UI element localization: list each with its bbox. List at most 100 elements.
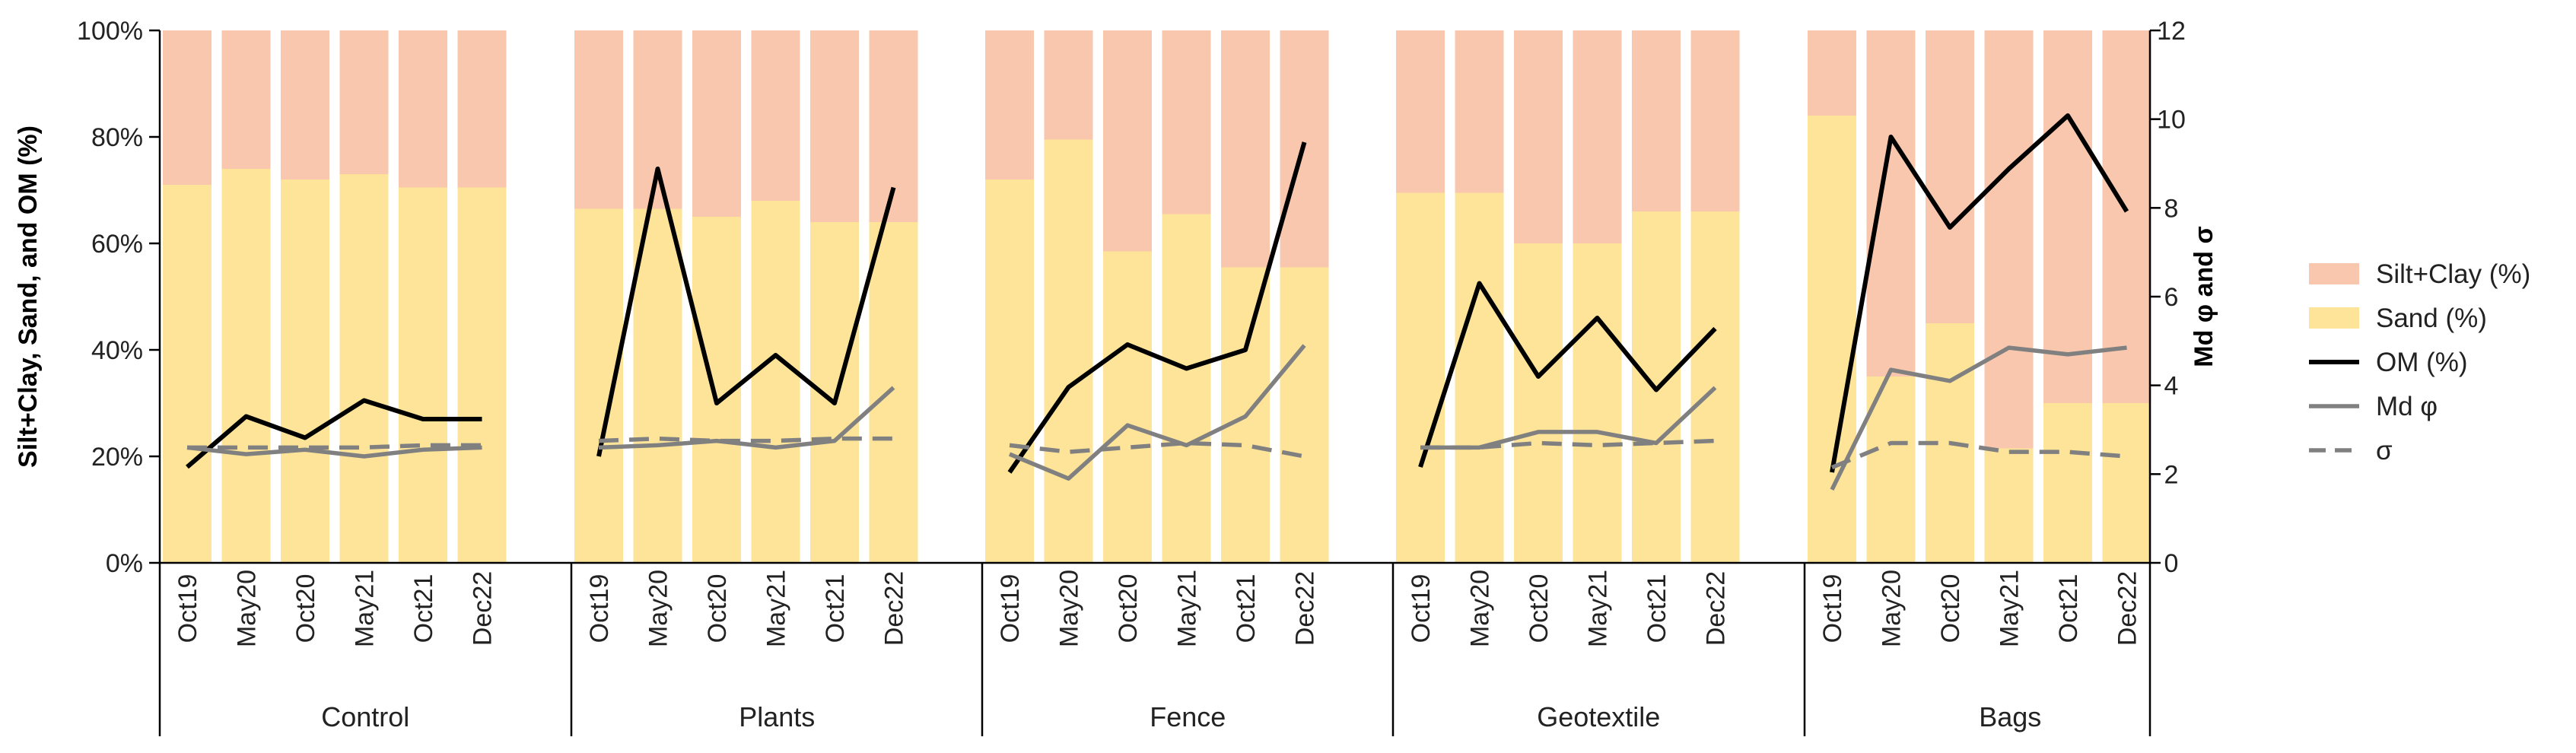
line-md-phi-fence (1008, 344, 1306, 481)
bar-silt-clay-bags-may21 (1984, 30, 2034, 449)
legend-label: Md φ (2376, 392, 2438, 421)
bar-silt-clay-geotextile-may20 (1455, 30, 1504, 193)
x-tick-label: May21 (351, 570, 380, 647)
y-left-tick-label: 0% (106, 549, 143, 578)
bar-silt-clay-fence-oct20 (1103, 30, 1152, 252)
group-label-plants: Plants (739, 701, 815, 732)
line-om-control (186, 398, 482, 469)
bar-silt-clay-control-oct21 (399, 30, 447, 188)
bar-sand-fence-oct19 (985, 180, 1034, 563)
y-left-tick-label: 60% (91, 230, 143, 259)
y-right-tick-label: 8 (2164, 194, 2179, 223)
line-sigma-plants (598, 436, 894, 443)
y-right-tick-label: 10 (2157, 106, 2186, 135)
y-left-tick-label: 80% (91, 123, 143, 152)
group-label-fence: Fence (1150, 701, 1226, 732)
x-tick-label: Dec22 (1702, 571, 1731, 646)
x-tick-label: May20 (1055, 570, 1084, 647)
y-left-tick-label: 20% (91, 443, 143, 472)
bar-sand-fence-oct20 (1103, 251, 1152, 563)
bar-sand-fence-may21 (1162, 214, 1211, 563)
y-axis-right-title: Md φ and σ (2190, 226, 2218, 367)
bar-sand-geotextile-dec22 (1690, 211, 1740, 563)
bar-sand-control-oct19 (163, 185, 211, 563)
group-label-bags: Bags (1979, 701, 2041, 732)
legend-swatch-silt_clay (2309, 263, 2359, 284)
group-label-control: Control (321, 701, 409, 732)
bar-sand-plants-dec22 (869, 222, 918, 563)
x-tick-label: Oct19 (585, 574, 614, 643)
bar-sand-bags-dec22 (2102, 403, 2151, 563)
line-sigma-fence (1009, 440, 1305, 459)
line-sigma-control (187, 443, 482, 450)
x-tick-label: May21 (1584, 570, 1613, 647)
bar-sand-geotextile-oct19 (1396, 192, 1445, 563)
x-tick-label: Oct21 (409, 574, 438, 643)
bar-sand-bags-oct21 (2043, 403, 2092, 563)
bar-silt-clay-plants-oct20 (692, 30, 741, 217)
x-tick-label: May20 (644, 570, 673, 647)
bar-sand-control-dec22 (457, 187, 507, 563)
bar-sand-geotextile-may20 (1455, 192, 1504, 563)
x-tick-label: Oct19 (1407, 574, 1436, 643)
bar-sand-geotextile-may21 (1573, 243, 1622, 563)
bar-silt-clay-geotextile-oct21 (1632, 30, 1681, 211)
bar-sand-geotextile-oct20 (1514, 243, 1563, 563)
bar-silt-clay-geotextile-may21 (1573, 30, 1622, 243)
x-tick-label: Oct20 (291, 574, 320, 643)
bar-silt-clay-fence-oct21 (1221, 30, 1270, 268)
bar-sand-bags-may21 (1984, 448, 2034, 563)
x-tick-label: May21 (1996, 570, 2024, 647)
y-left-tick-label: 40% (91, 336, 143, 365)
group-label-geotextile: Geotextile (1537, 701, 1660, 732)
x-tick-label: Oct20 (1936, 574, 1965, 643)
bar-sand-plants-oct21 (810, 222, 859, 563)
line-om-plants (596, 167, 896, 457)
bar-silt-clay-bags-oct20 (1926, 30, 1974, 323)
x-tick-label: Dec22 (469, 571, 498, 646)
bar-silt-clay-fence-may20 (1044, 30, 1093, 140)
bar-silt-clay-control-may20 (221, 30, 271, 169)
x-tick-label: Oct20 (1114, 574, 1143, 643)
bar-silt-clay-plants-may21 (751, 30, 800, 201)
x-tick-label: May21 (1173, 570, 1202, 647)
y-right-tick-label: 0 (2164, 549, 2179, 578)
bar-silt-clay-fence-may21 (1162, 30, 1211, 214)
bar-silt-clay-plants-oct19 (574, 30, 623, 209)
bar-sand-bags-oct19 (1808, 116, 1856, 563)
bar-sand-fence-may20 (1044, 139, 1093, 563)
bar-silt-clay-bags-dec22 (2102, 30, 2151, 403)
y-right-tick-label: 4 (2164, 372, 2179, 401)
bar-sand-control-may20 (221, 169, 271, 563)
bar-silt-clay-plants-may20 (633, 30, 682, 209)
y-left-tick-label: 100% (77, 17, 143, 46)
bar-silt-clay-control-oct19 (163, 30, 211, 185)
bar-silt-clay-control-dec22 (457, 30, 507, 188)
line-md-phi-control (186, 445, 482, 459)
legend-label: Sand (%) (2376, 303, 2487, 333)
legend-label: σ (2376, 436, 2393, 465)
x-tick-label: Oct21 (821, 574, 850, 643)
line-om-fence (1007, 141, 1307, 474)
line-md-phi-plants (598, 386, 895, 450)
x-tick-label: May20 (1466, 570, 1495, 647)
bar-sand-control-may21 (339, 174, 389, 563)
x-tick-label: Oct20 (1525, 574, 1554, 643)
bar-sand-plants-oct19 (574, 208, 623, 563)
bar-silt-clay-control-may21 (339, 30, 389, 174)
x-tick-label: May20 (233, 570, 262, 647)
x-tick-label: Oct21 (1643, 574, 1671, 643)
line-sigma-bags (1830, 440, 2127, 470)
y-right-tick-label: 12 (2157, 17, 2186, 46)
bar-silt-clay-control-oct20 (281, 30, 329, 180)
line-om-geotextile (1418, 281, 1717, 468)
x-tick-label: Oct19 (1818, 574, 1847, 643)
bar-silt-clay-bags-oct21 (2043, 30, 2092, 403)
x-tick-label: Dec22 (880, 571, 909, 646)
bar-sand-plants-may21 (751, 201, 800, 563)
legend-label: OM (%) (2376, 348, 2468, 377)
x-tick-label: Dec22 (1291, 571, 1320, 646)
legend-swatch-sand (2309, 307, 2359, 329)
bar-sand-plants-may20 (633, 208, 682, 563)
